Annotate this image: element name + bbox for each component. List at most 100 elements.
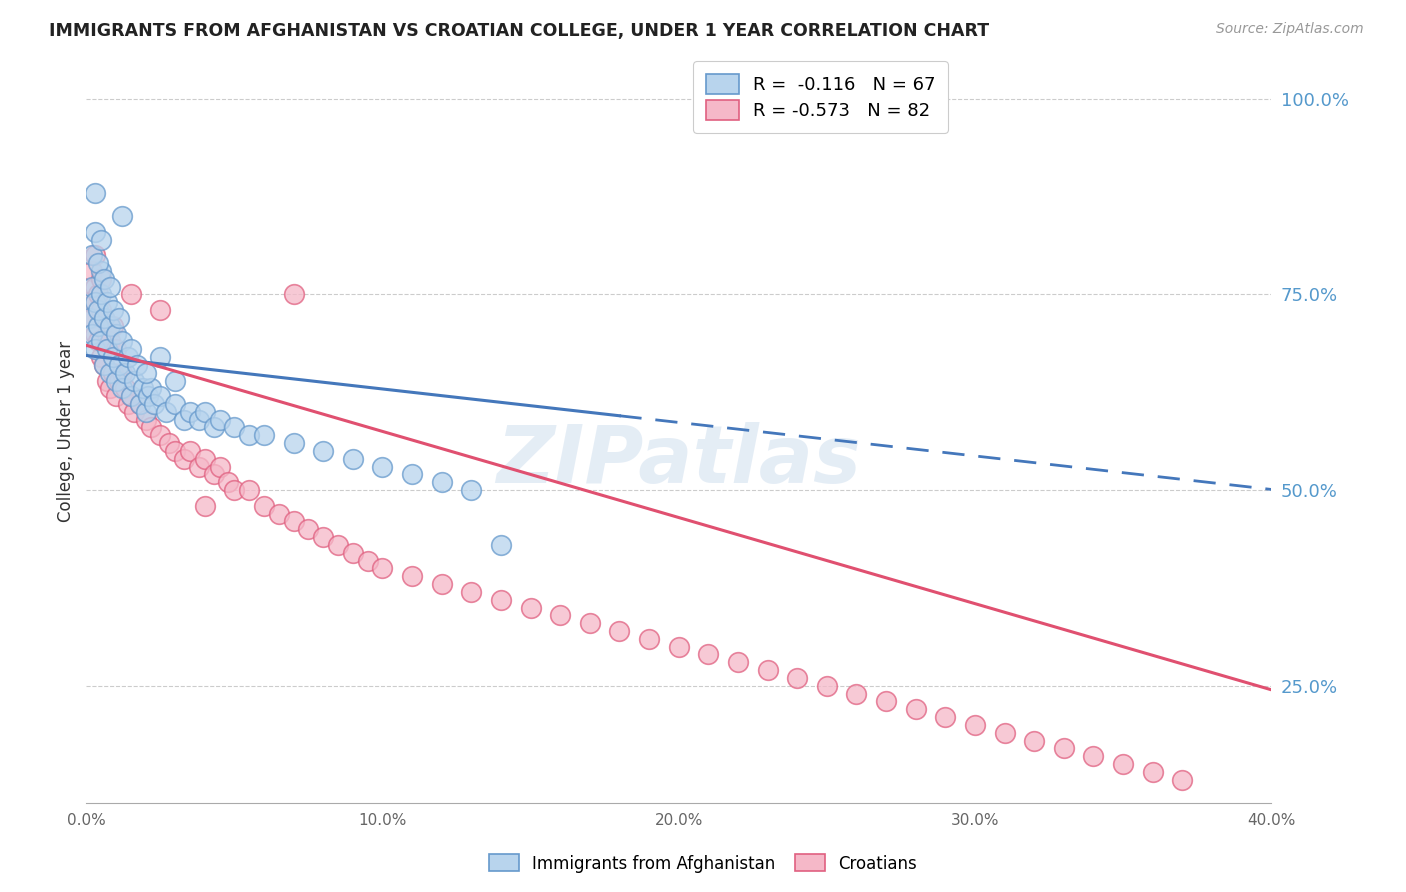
Point: [111, 334, 134, 349]
Y-axis label: College, Under 1 year: College, Under 1 year: [58, 341, 75, 522]
Point: [165, 397, 187, 411]
Point: [155, 405, 177, 419]
Point: [90, 334, 112, 349]
Point: [90, 233, 112, 247]
Point: [101, 350, 124, 364]
Point: [135, 405, 157, 419]
Point: [120, 343, 142, 357]
Point: [82, 248, 104, 262]
Point: [82, 326, 104, 341]
Point: [96, 326, 118, 341]
Point: [253, 428, 276, 442]
Point: [548, 608, 571, 623]
Point: [101, 303, 124, 318]
Point: [117, 350, 139, 364]
Point: [179, 444, 201, 458]
Legend: R =  -0.116   N = 67, R = -0.573   N = 82: R = -0.116 N = 67, R = -0.573 N = 82: [693, 62, 948, 133]
Point: [283, 515, 305, 529]
Point: [90, 303, 112, 318]
Point: [756, 663, 779, 677]
Point: [82, 264, 104, 278]
Point: [98, 366, 121, 380]
Point: [371, 459, 394, 474]
Point: [84, 248, 107, 262]
Point: [342, 451, 364, 466]
Point: [98, 381, 121, 395]
Text: IMMIGRANTS FROM AFGHANISTAN VS CROATIAN COLLEGE, UNDER 1 YEAR CORRELATION CHART: IMMIGRANTS FROM AFGHANISTAN VS CROATIAN …: [49, 22, 990, 40]
Point: [122, 374, 145, 388]
Point: [149, 350, 172, 364]
Text: Source: ZipAtlas.com: Source: ZipAtlas.com: [1216, 22, 1364, 37]
Legend: Immigrants from Afghanistan, Croatians: Immigrants from Afghanistan, Croatians: [482, 847, 924, 880]
Point: [727, 656, 749, 670]
Point: [401, 569, 423, 583]
Point: [93, 358, 115, 372]
Point: [114, 366, 136, 380]
Point: [84, 326, 107, 341]
Point: [1112, 757, 1135, 772]
Point: [93, 272, 115, 286]
Point: [579, 616, 602, 631]
Point: [125, 358, 148, 372]
Point: [815, 679, 838, 693]
Point: [194, 405, 217, 419]
Point: [131, 381, 153, 395]
Point: [120, 389, 142, 403]
Point: [111, 209, 134, 223]
Point: [208, 412, 231, 426]
Point: [1171, 772, 1194, 787]
Point: [120, 287, 142, 301]
Point: [1024, 733, 1046, 747]
Point: [904, 702, 927, 716]
Point: [312, 530, 335, 544]
Point: [430, 577, 453, 591]
Point: [104, 374, 127, 388]
Point: [208, 459, 231, 474]
Point: [122, 405, 145, 419]
Point: [141, 420, 163, 434]
Point: [84, 295, 107, 310]
Point: [187, 412, 209, 426]
Point: [98, 318, 121, 333]
Point: [104, 389, 127, 403]
Point: [202, 467, 225, 482]
Point: [489, 592, 512, 607]
Point: [187, 459, 209, 474]
Point: [845, 687, 868, 701]
Point: [128, 397, 150, 411]
Point: [202, 420, 225, 434]
Point: [460, 483, 482, 497]
Point: [93, 310, 115, 325]
Point: [238, 483, 260, 497]
Point: [108, 374, 131, 388]
Point: [87, 334, 110, 349]
Point: [114, 381, 136, 395]
Point: [342, 546, 364, 560]
Point: [101, 366, 124, 380]
Point: [786, 671, 808, 685]
Point: [267, 507, 290, 521]
Point: [165, 374, 187, 388]
Point: [111, 381, 134, 395]
Point: [104, 326, 127, 341]
Point: [460, 585, 482, 599]
Point: [98, 334, 121, 349]
Point: [87, 303, 110, 318]
Point: [1053, 741, 1076, 756]
Point: [111, 366, 134, 380]
Point: [87, 318, 110, 333]
Point: [489, 538, 512, 552]
Point: [401, 467, 423, 482]
Point: [90, 350, 112, 364]
Point: [84, 186, 107, 200]
Text: ZIPatlas: ZIPatlas: [496, 422, 862, 500]
Point: [238, 428, 260, 442]
Point: [90, 287, 112, 301]
Point: [104, 343, 127, 357]
Point: [993, 725, 1015, 739]
Point: [875, 694, 897, 708]
Point: [179, 405, 201, 419]
Point: [217, 475, 239, 490]
Point: [357, 553, 380, 567]
Point: [312, 444, 335, 458]
